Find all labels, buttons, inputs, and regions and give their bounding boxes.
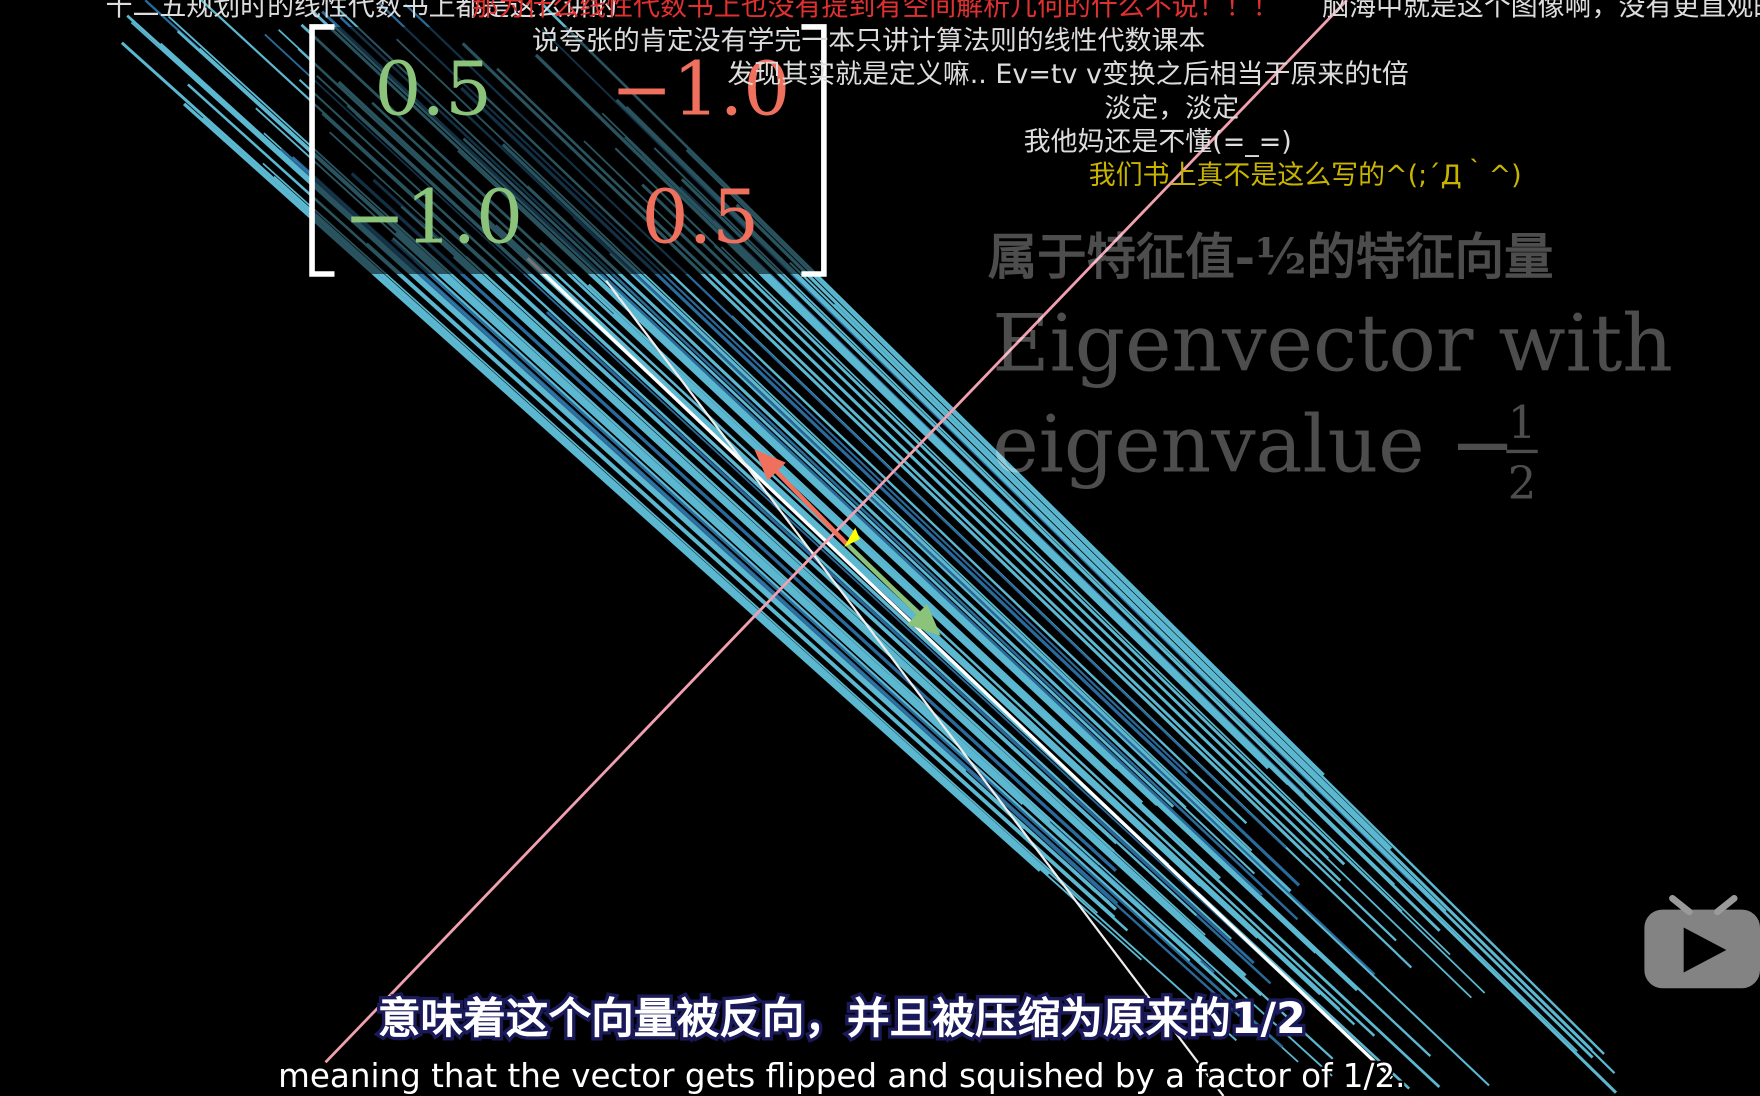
grid-line <box>291 156 1119 905</box>
grid-line <box>680 178 1618 1094</box>
matrix-entry: −1.0 <box>343 175 523 261</box>
basis-vector-j <box>845 543 925 620</box>
danmaku: 淡定，淡定 <box>1104 93 1239 124</box>
grid-line <box>452 255 1263 997</box>
grid-line <box>609 252 1490 1087</box>
danmaku-layer: 十二五规划时的线性代数书上都是这么讲的 那为什么线性代数书上也没有提到有空间解析… <box>106 0 1760 191</box>
grid-line <box>432 201 1069 789</box>
grid-line <box>526 185 1187 810</box>
matrix-entry: −1.0 <box>610 47 790 133</box>
grid-line <box>753 215 1366 819</box>
danmaku: 我他妈还是不懂(=_=) <box>1024 126 1292 157</box>
grid-line <box>392 220 1101 866</box>
grid-line <box>653 147 1578 1052</box>
label-chinese: 属于特征值-½的特征向量 <box>988 228 1554 286</box>
grid-line <box>597 172 1397 942</box>
grid-line <box>262 162 1098 914</box>
player-logo[interactable] <box>1644 894 1760 989</box>
arrow-head <box>906 604 941 636</box>
grid-line <box>438 236 1247 977</box>
danmaku: 说夸张的肯定没有学完一本只讲计算法则的线性代数课本 <box>532 25 1205 56</box>
grid-line <box>465 256 1115 853</box>
eigenvector <box>844 527 860 547</box>
grid-line <box>159 42 967 773</box>
label-line1: Eigenvector with <box>992 298 1673 390</box>
grid-line <box>720 246 1451 956</box>
grid-line <box>587 283 1144 804</box>
eigen-line <box>526 257 1393 1080</box>
grid-line <box>394 231 1238 998</box>
matrix-background <box>312 26 824 274</box>
grid-line <box>539 241 1221 880</box>
grid-line <box>605 280 1225 1096</box>
danmaku: 十二五规划时的线性代数书上都是这么讲的 <box>106 0 618 23</box>
subtitle-chinese: 意味着这个向量被反向，并且被压缩为原来的1/2 <box>378 994 1306 1044</box>
danmaku: 我们书上真不是这么写的^(;´Д｀^) <box>1089 157 1522 191</box>
danmaku: 脑海中就是这个图像啊，没有更直观的了 <box>1322 0 1760 23</box>
danmaku: 发现其实就是定义嘛.. Ev=tv v变换之后相当于原来的t倍 <box>727 59 1408 90</box>
grid-line <box>390 238 1284 1048</box>
grid-line <box>545 310 1255 965</box>
grid-line <box>789 261 1616 1074</box>
basis-vector-i <box>770 465 850 547</box>
eigen-label: 属于特征值-½的特征向量 Eigenvector with eigenvalue… <box>988 228 1673 510</box>
grid-line <box>712 220 1395 886</box>
matrix-brackets <box>309 24 827 277</box>
logo-ears <box>1669 894 1738 916</box>
grid-line <box>775 325 1273 806</box>
logo-play <box>1683 927 1727 973</box>
fraction-numerator: 1 <box>1508 396 1537 449</box>
arrow-head <box>754 449 786 481</box>
grid-line <box>546 272 1144 827</box>
grid-line <box>273 175 1237 1042</box>
matrix-entry: 0.5 <box>374 47 492 133</box>
grid-line <box>735 203 1393 850</box>
label-line2: eigenvalue − <box>992 399 1515 491</box>
grid-line <box>350 172 1117 872</box>
grid-line <box>120 41 1050 876</box>
grid-line <box>280 148 1241 1018</box>
grid-line <box>641 183 1346 866</box>
grid-line <box>713 245 1486 994</box>
fraction-denominator: 2 <box>1508 457 1537 510</box>
matrix-entry: 0.5 <box>642 175 760 261</box>
subtitle-english: meaning that the vector gets flipped and… <box>278 1057 1405 1095</box>
danmaku: 那为什么线性代数书上也没有提到有空间解析几何的什么不说！！！ <box>471 0 1279 23</box>
grid-line <box>392 237 1191 962</box>
grid-line <box>725 236 1289 786</box>
